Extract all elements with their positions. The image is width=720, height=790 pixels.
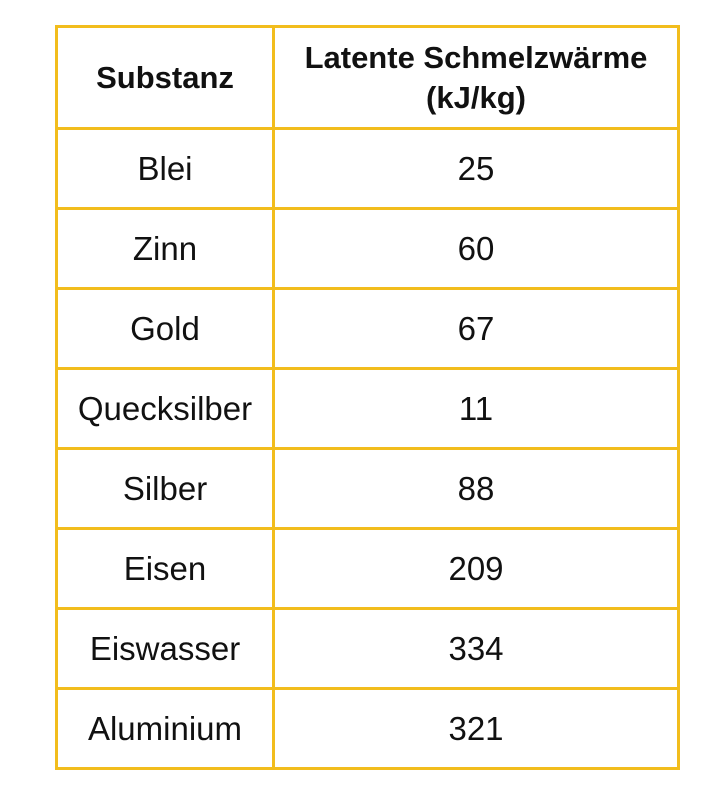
cell-substance: Gold	[55, 287, 275, 370]
table-row: Silber 88	[55, 447, 680, 530]
table-row: Quecksilber 11	[55, 367, 680, 450]
table-row: Eisen 209	[55, 527, 680, 610]
cell-substance: Silber	[55, 447, 275, 530]
cell-value: 321	[272, 687, 680, 770]
table-row: Eiswasser 334	[55, 607, 680, 690]
latent-heat-table: Substanz Latente Schmelzwärme (kJ/kg) Bl…	[55, 25, 680, 770]
table-row: Gold 67	[55, 287, 680, 370]
cell-substance: Aluminium	[55, 687, 275, 770]
cell-value: 67	[272, 287, 680, 370]
latent-heat-table-container: Substanz Latente Schmelzwärme (kJ/kg) Bl…	[55, 25, 680, 770]
header-latent-heat-title: Latente Schmelzwärme	[304, 39, 648, 75]
cell-substance: Blei	[55, 127, 275, 210]
table-row: Blei 25	[55, 127, 680, 210]
header-substance: Substanz	[55, 25, 275, 130]
cell-substance: Eiswasser	[55, 607, 275, 690]
cell-value: 88	[272, 447, 680, 530]
cell-substance: Quecksilber	[55, 367, 275, 450]
table-row: Zinn 60	[55, 207, 680, 290]
cell-value: 334	[272, 607, 680, 690]
cell-substance: Zinn	[55, 207, 275, 290]
header-latent-heat-unit: (kJ/kg)	[426, 79, 526, 115]
table-header-row: Substanz Latente Schmelzwärme (kJ/kg)	[55, 25, 680, 130]
table-row: Aluminium 321	[55, 687, 680, 770]
cell-value: 60	[272, 207, 680, 290]
cell-substance: Eisen	[55, 527, 275, 610]
cell-value: 25	[272, 127, 680, 210]
header-latent-heat: Latente Schmelzwärme (kJ/kg)	[272, 25, 680, 130]
cell-value: 209	[272, 527, 680, 610]
cell-value: 11	[272, 367, 680, 450]
